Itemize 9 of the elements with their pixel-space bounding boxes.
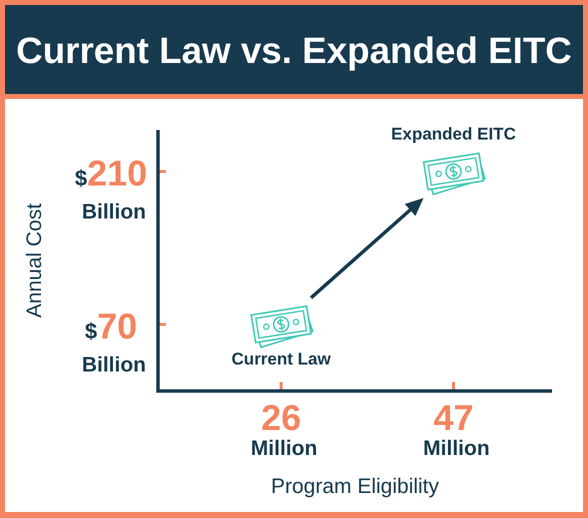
x-tick-label: 26 Million bbox=[244, 397, 318, 460]
y-tick-label: $70 Billion bbox=[76, 305, 146, 376]
chart-title: Current Law vs. Expanded EITC bbox=[16, 30, 572, 71]
x-tick-label: 47 Million bbox=[417, 397, 490, 460]
annotation: Current Law bbox=[232, 349, 332, 368]
y-tick-label: $210 Billion bbox=[74, 152, 148, 224]
annotation: Expanded EITC bbox=[391, 124, 516, 144]
y-axis-title: Annual Cost bbox=[23, 203, 46, 318]
x-axis-title: Program Eligibility bbox=[270, 475, 440, 498]
